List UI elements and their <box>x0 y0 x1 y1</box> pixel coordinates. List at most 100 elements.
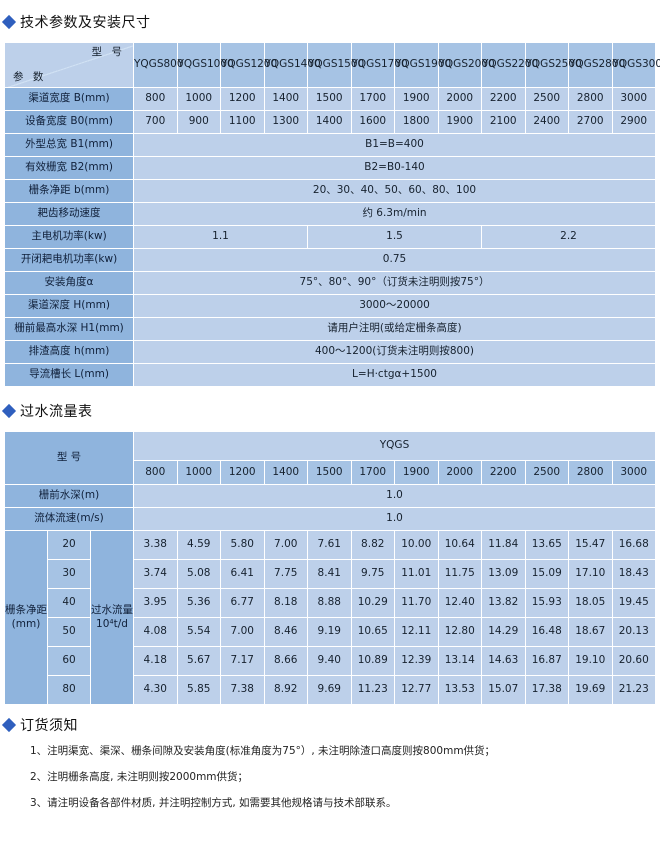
spec-cell: 2100 <box>482 111 525 133</box>
spec-row: 渠道深度 H(mm) 3000～20000 <box>5 295 655 317</box>
diamond-bullet-icon <box>1 403 17 419</box>
flow-cell: 20.13 <box>612 618 655 646</box>
spec-model-header: YQGS2000 <box>438 43 495 87</box>
spec-row-label: 安装角度α <box>5 272 133 294</box>
spec-model-header: YQGS1000 <box>177 43 234 87</box>
spec-row-label: 主电机功率(kw) <box>5 226 133 248</box>
flow-cell: 13.65 <box>525 531 568 559</box>
flow-data-row: 60 4.18 5.67 7.17 8.66 9.40 10.89 12.39 13.14 14.… <box>5 647 655 675</box>
spec-model-header: YQGS3000 <box>612 43 660 87</box>
spec-cell: 1400 <box>308 111 351 133</box>
spec-merged-cell: 400～1200(订货未注明则按800) <box>134 341 655 363</box>
corner-model-label: 型 号 <box>91 46 125 58</box>
spec-cell: 1900 <box>395 88 438 110</box>
flow-cell: 10.89 <box>351 647 394 675</box>
flow-cell: 7.61 <box>308 531 351 559</box>
flow-model-header: 1200 <box>221 460 264 484</box>
flow-cell: 11.84 <box>482 531 525 559</box>
flow-capacity-table: 型 号 YQGS 800 1000 1200 1400 1500 1700 1900 2000 22… <box>4 431 656 705</box>
spec-cell: 2900 <box>612 111 655 133</box>
spec-cell: 3000 <box>612 88 655 110</box>
spec-row-label: 渠道宽度 B(mm) <box>5 88 133 110</box>
flow-model-header: 2200 <box>482 460 525 484</box>
spec-cell: 1700 <box>351 88 394 110</box>
flow-cell: 12.40 <box>438 589 481 617</box>
flow-cell: 11.23 <box>351 676 394 704</box>
flow-cell: 8.18 <box>264 589 307 617</box>
flow-section-title: 过水流量表 <box>20 404 93 420</box>
flow-velocity-row: 流体流速(m/s) 1.0 <box>5 508 655 530</box>
flow-cell: 4.08 <box>134 618 177 646</box>
flow-velocity-label: 流体流速(m/s) <box>5 508 133 530</box>
spec-group-cell: 2.2 <box>482 226 655 248</box>
spec-model-header: YQGS1400 <box>264 43 321 87</box>
flow-cell: 19.45 <box>612 589 655 617</box>
flow-cell: 12.80 <box>438 618 481 646</box>
order-section-heading: 订货须知 <box>0 715 660 735</box>
flow-data-row: 栅条净距(mm) 20 过水流量10⁴t/d 3.38 4.59 5.80 7.00 7.61… <box>5 531 655 704</box>
flow-cell: 7.75 <box>264 560 307 588</box>
spec-row: 渠道宽度 B(mm) 800 1000 1200 1400 1500 1700 1900 200… <box>5 88 655 110</box>
spec-group-cell: 1.1 <box>134 226 307 248</box>
flow-data-row: 40 3.95 5.36 6.77 8.18 8.88 10.29 11.70 12.40 13.… <box>5 589 655 617</box>
flow-cell: 15.47 <box>569 531 612 559</box>
flow-cell: 18.43 <box>612 560 655 588</box>
spec-merged-cell: L=H·ctgα+1500 <box>134 364 655 386</box>
flow-cell: 7.00 <box>221 618 264 646</box>
flow-cell: 4.18 <box>134 647 177 675</box>
flow-cell: 13.53 <box>438 676 481 704</box>
corner-param-label: 参 数 <box>13 70 47 83</box>
flow-model-header: 1400 <box>264 460 307 484</box>
spec-row: 栅条净距 b(mm) 20、30、40、50、60、80、100 <box>5 180 655 202</box>
flow-cell: 21.23 <box>612 676 655 704</box>
spec-cell: 1100 <box>221 111 264 133</box>
flow-cell: 5.80 <box>221 531 264 559</box>
spec-cell: 1900 <box>438 111 481 133</box>
flow-cell: 14.63 <box>482 647 525 675</box>
spec-cell: 2200 <box>482 88 525 110</box>
spec-cell: 1200 <box>221 88 264 110</box>
spec-row: 导流槽长 L(mm) L=H·ctgα+1500 <box>5 364 655 386</box>
spec-section-title: 技术参数及安装尺寸 <box>20 15 151 31</box>
spec-merged-cell: 75°、80°、90°（订货未注明则按75°） <box>134 272 655 294</box>
spec-row: 主电机功率(kw) 1.1 1.5 2.2 <box>5 226 655 248</box>
flow-cell: 8.82 <box>351 531 394 559</box>
flow-cell: 9.69 <box>308 676 351 704</box>
spec-merged-cell: B2=B0-140 <box>134 157 655 179</box>
flow-model-header: 2800 <box>569 460 612 484</box>
flow-cell: 6.77 <box>221 589 264 617</box>
spec-model-header: YQGS1900 <box>395 43 451 87</box>
flow-model-header: 1700 <box>351 460 394 484</box>
flow-data-row: 30 3.74 5.08 6.41 7.75 8.41 9.75 11.01 11.75 13.0… <box>5 560 655 588</box>
flow-cell: 8.66 <box>264 647 307 675</box>
flow-cell: 15.09 <box>525 560 568 588</box>
spec-row-label: 开闭耙电机功率(kw) <box>5 249 133 271</box>
flow-cell: 11.01 <box>395 560 438 588</box>
diamond-bullet-icon <box>1 717 17 733</box>
spec-row: 开闭耙电机功率(kw) 0.75 <box>5 249 655 271</box>
flow-gap-header: 栅条净距(mm) <box>5 531 47 704</box>
spec-model-header: YQGS2800 <box>569 43 625 87</box>
flow-cell: 18.05 <box>569 589 612 617</box>
spec-cell: 2800 <box>569 88 612 110</box>
flow-cell: 10.64 <box>438 531 481 559</box>
flow-model-header: 1900 <box>395 460 438 484</box>
spec-row-label: 设备宽度 B0(mm) <box>5 111 133 133</box>
spec-cell: 1300 <box>264 111 307 133</box>
flow-cell: 16.48 <box>525 618 568 646</box>
technical-spec-table: 型 号参 数YQGS800YQGS1000YQGS1200YQGS1400YQG… <box>4 42 660 387</box>
flow-header-row-models: 800 1000 1200 1400 1500 1700 1900 2000 2200 2500 2… <box>5 460 655 484</box>
flow-model-header: 2000 <box>438 460 481 484</box>
flow-cell: 6.41 <box>221 560 264 588</box>
spec-cell: 2500 <box>525 88 568 110</box>
flow-cell: 18.67 <box>569 618 612 646</box>
spec-merged-cell: 3000～20000 <box>134 295 655 317</box>
spec-row: 栅前最高水深 H1(mm) 请用户注明(或给定栅条高度) <box>5 318 655 340</box>
flow-cell: 4.59 <box>177 531 220 559</box>
flow-model-header: 1000 <box>177 460 220 484</box>
spec-model-header: YQGS1700 <box>351 43 408 87</box>
flow-cell: 9.75 <box>351 560 394 588</box>
flow-cell: 5.08 <box>177 560 220 588</box>
spec-row-label: 导流槽长 L(mm) <box>5 364 133 386</box>
